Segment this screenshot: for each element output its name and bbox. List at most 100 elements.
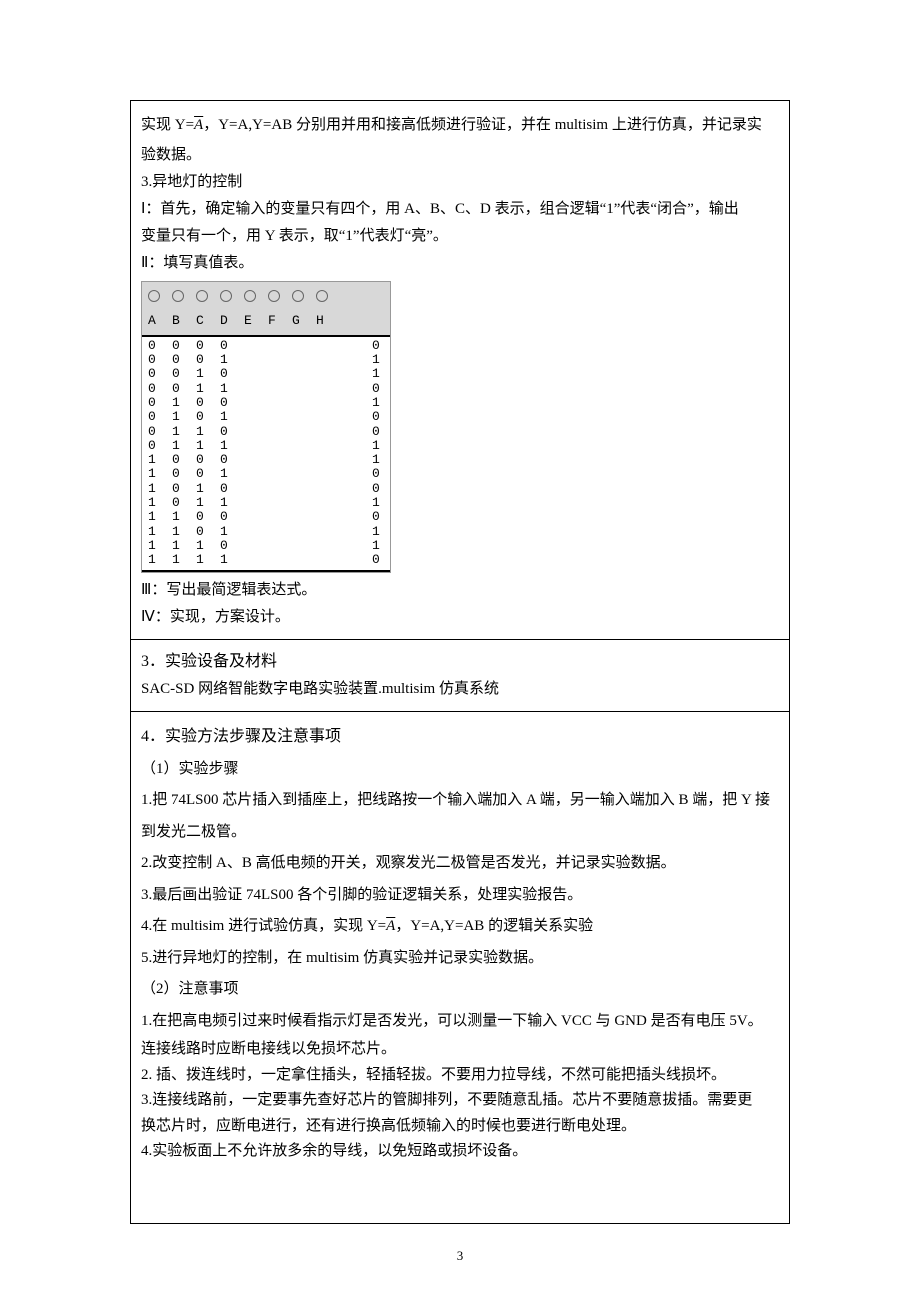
text: 实现 Y= <box>141 117 194 133</box>
content-box: 实现 Y=A，Y=A,Y=AB 分别用并用和接高低频进行验证，并在 multis… <box>130 100 790 1224</box>
truth-cell: 0 <box>220 539 244 553</box>
truth-row: 10001 <box>148 453 384 467</box>
header-label: E <box>244 309 268 332</box>
p2a: 1.把 74LS00 芯片插入到插座上，把线路按一个输入端加入 A 端，另一输入… <box>141 785 779 817</box>
line-7: Ⅲ：写出最简逻辑表达式。 <box>141 577 779 604</box>
truth-cell: 1 <box>172 396 196 410</box>
header-label: A <box>148 309 172 332</box>
truth-cell: 0 <box>196 525 220 539</box>
truth-cell: 0 <box>148 410 172 424</box>
truth-cell: 0 <box>220 367 244 381</box>
truth-cell: 1 <box>148 467 172 481</box>
truth-cell: 1 <box>220 496 244 510</box>
p9: 2. 插、拨连线时，一定拿住插头，轻插轻拔。不要用力拉导线，不然可能把插头线损坏… <box>141 1063 779 1089</box>
truth-cell: 0 <box>196 353 220 367</box>
truth-row: 01100 <box>148 425 384 439</box>
truth-cell: 0 <box>148 425 172 439</box>
page: 实现 Y=A，Y=A,Y=AB 分别用并用和接高低频进行验证，并在 multis… <box>0 0 920 1304</box>
p10a: 3.连接线路前，一定要事先查好芯片的管脚排列，不要随意乱插。芯片不要随意拔插。需… <box>141 1088 779 1114</box>
line-3: 3.异地灯的控制 <box>141 169 779 196</box>
section-2-body: SAC-SD 网络智能数字电路实验装置.multisim 仿真系统 <box>141 676 779 703</box>
text: ，Y=A,Y=AB 分别用并用和接高低频进行验证，并在 multisim 上进行… <box>203 117 762 133</box>
truth-cell: 0 <box>196 396 220 410</box>
text: 4.在 multisim 进行试验仿真，实现 Y= <box>141 918 386 934</box>
truth-cell: 1 <box>196 482 220 496</box>
truth-row: 11011 <box>148 525 384 539</box>
line-1: 实现 Y=A，Y=A,Y=AB 分别用并用和接高低频进行验证，并在 multis… <box>141 109 779 142</box>
truth-cell: 0 <box>196 510 220 524</box>
section-1: 实现 Y=A，Y=A,Y=AB 分别用并用和接高低频进行验证，并在 multis… <box>131 101 789 639</box>
line-8: Ⅳ：实现，方案设计。 <box>141 604 779 631</box>
p8a: 1.在把高电频引过来时候看指示灯是否发光，可以测量一下输入 VCC 与 GND … <box>141 1006 779 1038</box>
line-6: Ⅱ：填写真值表。 <box>141 250 779 277</box>
truth-cell: 0 <box>196 339 220 353</box>
truth-cell: 1 <box>196 425 220 439</box>
truth-cell: 0 <box>172 467 196 481</box>
truth-row: 00011 <box>148 353 384 367</box>
truth-cell: 1 <box>220 525 244 539</box>
truth-cell: 1 <box>148 482 172 496</box>
header-label: G <box>292 309 316 332</box>
truth-cell: 1 <box>196 539 220 553</box>
truth-cell: 1 <box>220 553 244 567</box>
truth-out: 0 <box>372 482 384 496</box>
truth-cell: 0 <box>172 482 196 496</box>
truth-out: 1 <box>372 539 384 553</box>
truth-cell: 1 <box>172 539 196 553</box>
truth-cell: 0 <box>220 510 244 524</box>
truth-row: 00101 <box>148 367 384 381</box>
truth-out: 1 <box>372 439 384 453</box>
p7: （2）注意事项 <box>141 974 779 1006</box>
header-label: B <box>172 309 196 332</box>
truth-cell: 0 <box>220 453 244 467</box>
p11: 4.实验板面上不允许放多余的导线，以免短路或损坏设备。 <box>141 1139 779 1165</box>
header-circle <box>244 284 268 307</box>
section-2: 3．实验设备及材料 SAC-SD 网络智能数字电路实验装置.multisim 仿… <box>131 639 789 712</box>
overline-A: A <box>194 117 203 133</box>
truth-cell: 0 <box>148 367 172 381</box>
line-5: 变量只有一个，用 Y 表示，取“1”代表灯“亮”。 <box>141 223 779 250</box>
truth-cell: 1 <box>172 510 196 524</box>
truth-cell: 1 <box>220 353 244 367</box>
truth-cell: 0 <box>172 353 196 367</box>
truth-cell: 1 <box>148 510 172 524</box>
header-circle <box>220 284 244 307</box>
truth-cell: 1 <box>196 367 220 381</box>
overline-A: A <box>386 918 395 934</box>
truth-row: 01010 <box>148 410 384 424</box>
p10b: 换芯片时，应断电进行，还有进行换高低频输入的时候也要进行断电处理。 <box>141 1114 779 1140</box>
line-2: 验数据。 <box>141 142 779 169</box>
truth-cell: 0 <box>220 482 244 496</box>
truth-cell: 0 <box>148 396 172 410</box>
p2b: 到发光二极管。 <box>141 817 779 849</box>
truth-out: 0 <box>372 339 384 353</box>
truth-cell: 0 <box>172 367 196 381</box>
header-circle <box>148 284 172 307</box>
header-circle <box>268 284 292 307</box>
truth-body: 0000000011001010011001001010100110001111… <box>142 335 390 572</box>
truth-cell: 1 <box>148 539 172 553</box>
header-label: C <box>196 309 220 332</box>
truth-out: 1 <box>372 396 384 410</box>
truth-out: 0 <box>372 410 384 424</box>
truth-cell: 1 <box>148 525 172 539</box>
truth-cell: 1 <box>196 553 220 567</box>
truth-cell: 0 <box>220 339 244 353</box>
truth-out: 0 <box>372 553 384 567</box>
truth-row: 11000 <box>148 510 384 524</box>
header-circle <box>196 284 220 307</box>
header-label: D <box>220 309 244 332</box>
truth-cell: 1 <box>196 382 220 396</box>
truth-cell: 1 <box>220 410 244 424</box>
truth-row: 00000 <box>148 339 384 353</box>
section-3: 4．实验方法步骤及注意事项 （1）实验步骤 1.把 74LS00 芯片插入到插座… <box>131 711 789 1223</box>
truth-row: 10111 <box>148 496 384 510</box>
truth-cell: 0 <box>220 425 244 439</box>
p1: （1）实验步骤 <box>141 754 779 786</box>
header-circle <box>316 284 340 307</box>
truth-out: 0 <box>372 425 384 439</box>
truth-out: 0 <box>372 382 384 396</box>
truth-cell: 1 <box>172 425 196 439</box>
truth-row: 00110 <box>148 382 384 396</box>
section-3-title: 4．实验方法步骤及注意事项 <box>141 720 779 754</box>
